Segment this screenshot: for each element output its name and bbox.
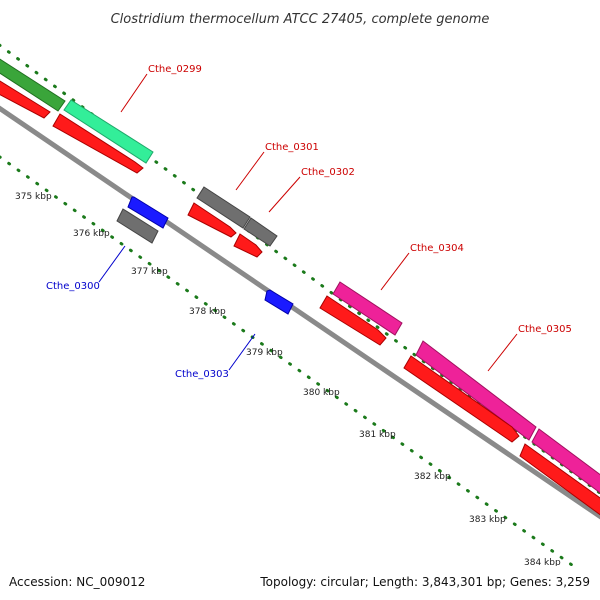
ruler-labels: 375 kbp 376 kbp 377 kbp 378 kbp 379 kbp … [15, 192, 561, 568]
ruler-dotted-track [0, 155, 576, 566]
magenta-feature-bar [531, 428, 600, 494]
ruler-label: 378 kbp [189, 307, 226, 317]
grey-feature-bar [116, 208, 159, 244]
genome-backbone [0, 105, 600, 520]
forward-cds-arrow [519, 443, 600, 516]
reverse-features-track [116, 196, 294, 315]
callout-line-cthe-0301 [235, 151, 265, 191]
callout-line-cthe-0299 [120, 73, 148, 113]
ruler-label: 375 kbp [15, 192, 52, 202]
forward-cds-arrow [187, 202, 237, 238]
callout-line-cthe-0305 [487, 333, 518, 372]
gene-label-cthe-0305[interactable]: Cthe_0305 [518, 324, 572, 335]
grey-feature-bar [243, 217, 278, 247]
ruler-label: 384 kbp [524, 558, 561, 568]
callout-line-cthe-0302 [268, 176, 301, 213]
reverse-cds-arrow [127, 196, 169, 229]
ruler-label: 376 kbp [73, 229, 110, 239]
gene-label-cthe-0304[interactable]: Cthe_0304 [410, 243, 464, 254]
ruler-label: 379 kbp [246, 348, 283, 358]
ruler-label: 377 kbp [131, 267, 168, 277]
callout-line-cthe-0304 [380, 252, 410, 291]
ruler-label: 381 kbp [359, 430, 396, 440]
grey-feature-bar [196, 186, 251, 229]
mint-feature-bar [63, 99, 154, 164]
genome-summary-text: Topology: circular; Length: 3,843,301 bp… [259, 575, 590, 589]
accession-text: Accession: NC_009012 [9, 575, 145, 589]
forward-cds-arrow [319, 295, 387, 346]
gene-label-cthe-0301[interactable]: Cthe_0301 [265, 142, 319, 153]
gene-label-cthe-0302[interactable]: Cthe_0302 [301, 167, 355, 178]
gene-label-cthe-0300[interactable]: Cthe_0300 [46, 281, 100, 292]
forward-cds-arrow [52, 113, 144, 174]
forward-cds-arrow [233, 233, 263, 258]
forward-features-track [0, 58, 600, 494]
label-callouts [98, 73, 518, 372]
forward-cds-arrow [403, 355, 520, 443]
green-feature-bar [0, 58, 66, 112]
magenta-feature-bar [415, 340, 537, 441]
callout-line-cthe-0300 [98, 245, 126, 283]
callout-line-cthe-0303 [228, 333, 256, 371]
gene-label-cthe-0303[interactable]: Cthe_0303 [175, 369, 229, 380]
ruler-label: 382 kbp [414, 472, 451, 482]
ruler-label: 380 kbp [303, 388, 340, 398]
map-title: Clostridium thermocellum ATCC 27405, com… [111, 12, 490, 27]
reverse-cds-arrow [264, 289, 294, 315]
gene-labels: Cthe_0299 Cthe_0301 Cthe_0302 Cthe_0304 … [46, 64, 572, 380]
magenta-feature-bar [332, 281, 403, 336]
ruler-label: 383 kbp [469, 515, 506, 525]
forward-cds-track [0, 80, 600, 516]
gene-label-cthe-0299[interactable]: Cthe_0299 [148, 64, 202, 75]
forward-cds-arrow [0, 80, 51, 119]
